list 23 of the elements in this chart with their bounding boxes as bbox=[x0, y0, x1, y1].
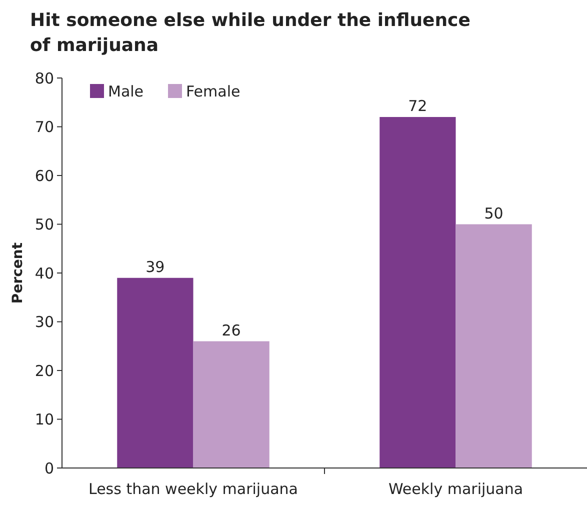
y-axis-title: Percent bbox=[10, 242, 26, 304]
data-label: 39 bbox=[146, 258, 165, 276]
bar bbox=[193, 341, 270, 468]
y-tick-label: 60 bbox=[34, 166, 54, 185]
data-label: 26 bbox=[222, 321, 241, 340]
y-tick-label: 10 bbox=[34, 410, 54, 428]
y-tick-label: 20 bbox=[34, 362, 54, 380]
x-tick-label: Less than weekly marijuana bbox=[88, 480, 298, 498]
bar bbox=[456, 224, 532, 468]
legend-label: Female bbox=[186, 82, 240, 100]
y-tick-label: 0 bbox=[44, 459, 54, 478]
data-label: 50 bbox=[484, 204, 504, 222]
x-tick-label: Weekly marijuana bbox=[388, 480, 524, 498]
chart-title: Hit someone else while under the influence of marijuana bbox=[30, 10, 470, 56]
bar bbox=[117, 278, 194, 468]
y-tick-label: 50 bbox=[34, 216, 54, 234]
data-label: 72 bbox=[408, 97, 428, 115]
y-tick-label: 30 bbox=[34, 313, 54, 331]
y-tick-label: 80 bbox=[34, 69, 54, 88]
y-tick-label: 40 bbox=[34, 264, 54, 282]
y-tick-label: 70 bbox=[34, 118, 54, 136]
legend-label: Male bbox=[108, 82, 144, 100]
bar bbox=[380, 117, 456, 468]
